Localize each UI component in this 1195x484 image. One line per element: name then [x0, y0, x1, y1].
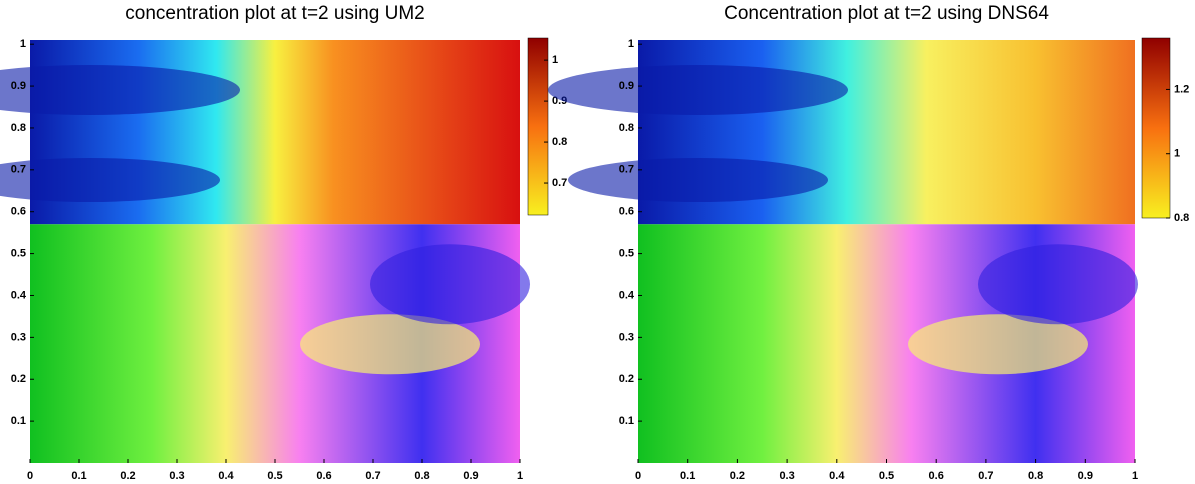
x-tick-label: 0.8 [414, 470, 429, 482]
y-tick-label: 0.1 [619, 415, 634, 427]
x-tick-label: 0.9 [1078, 470, 1093, 482]
y-tick-label: 0.2 [619, 373, 634, 385]
colorbar-tick-label: 0.7 [552, 177, 567, 189]
x-tick-label: 1 [517, 470, 523, 482]
y-tick-label: 0.5 [619, 248, 634, 260]
x-tick-label: 0.7 [978, 470, 993, 482]
colorbar-tick-label: 1.2 [1174, 83, 1189, 95]
x-tick-label: 0 [635, 470, 641, 482]
colorbar-tick-label: 0.8 [552, 136, 567, 148]
chart-title: Concentration plot at t=2 using DNS64 [724, 3, 1049, 24]
x-tick-label: 0.2 [120, 470, 135, 482]
heatmap-band [0, 158, 220, 202]
chart-title: concentration plot at t=2 using UM2 [125, 3, 424, 24]
y-tick-label: 1 [20, 38, 26, 50]
x-tick-label: 0.3 [779, 470, 794, 482]
colorbar [1141, 37, 1171, 219]
x-tick-label: 0.1 [680, 470, 695, 482]
heatmap-band [908, 314, 1088, 375]
colorbar-tick-label: 0.8 [1174, 212, 1189, 224]
y-tick-label: 0.3 [11, 331, 26, 343]
heatmap-band [300, 314, 480, 375]
x-tick-label: 0.9 [463, 470, 478, 482]
y-tick-label: 0.4 [11, 289, 27, 301]
colorbar [527, 37, 549, 216]
x-tick-label: 0.4 [829, 470, 845, 482]
x-tick-label: 0.3 [169, 470, 184, 482]
colorbar-tick-label: 1 [1174, 148, 1180, 160]
y-tick-label: 0.8 [619, 122, 634, 134]
y-tick-label: 1 [628, 38, 634, 50]
y-tick-label: 0.4 [619, 289, 635, 301]
y-tick-label: 0.3 [619, 331, 634, 343]
x-tick-label: 0.2 [730, 470, 745, 482]
y-tick-label: 0.7 [11, 164, 26, 176]
y-tick-label: 0.8 [11, 122, 26, 134]
heatmap-band [370, 244, 530, 325]
y-tick-label: 0.5 [11, 248, 26, 260]
heatmap-band [548, 65, 848, 115]
y-tick-label: 0.6 [619, 206, 634, 218]
y-tick-label: 0.7 [619, 164, 634, 176]
heatmap-band [568, 158, 828, 202]
y-tick-label: 0.9 [619, 80, 634, 92]
x-tick-label: 0.4 [218, 470, 234, 482]
y-tick-label: 0.2 [11, 373, 26, 385]
y-tick-label: 0.9 [11, 80, 26, 92]
x-tick-label: 0.6 [929, 470, 944, 482]
x-tick-label: 0.1 [71, 470, 86, 482]
x-tick-label: 0.7 [365, 470, 380, 482]
x-tick-label: 0.8 [1028, 470, 1043, 482]
heatmap-band [0, 65, 240, 115]
heatmap-band [978, 244, 1138, 325]
y-tick-label: 0.6 [11, 206, 26, 218]
x-tick-label: 1 [1132, 470, 1138, 482]
x-tick-label: 0.6 [316, 470, 331, 482]
x-tick-label: 0.5 [267, 470, 282, 482]
x-tick-label: 0.5 [879, 470, 894, 482]
x-tick-label: 0 [27, 470, 33, 482]
colorbar-tick-label: 1 [552, 54, 558, 66]
y-tick-label: 0.1 [11, 415, 26, 427]
